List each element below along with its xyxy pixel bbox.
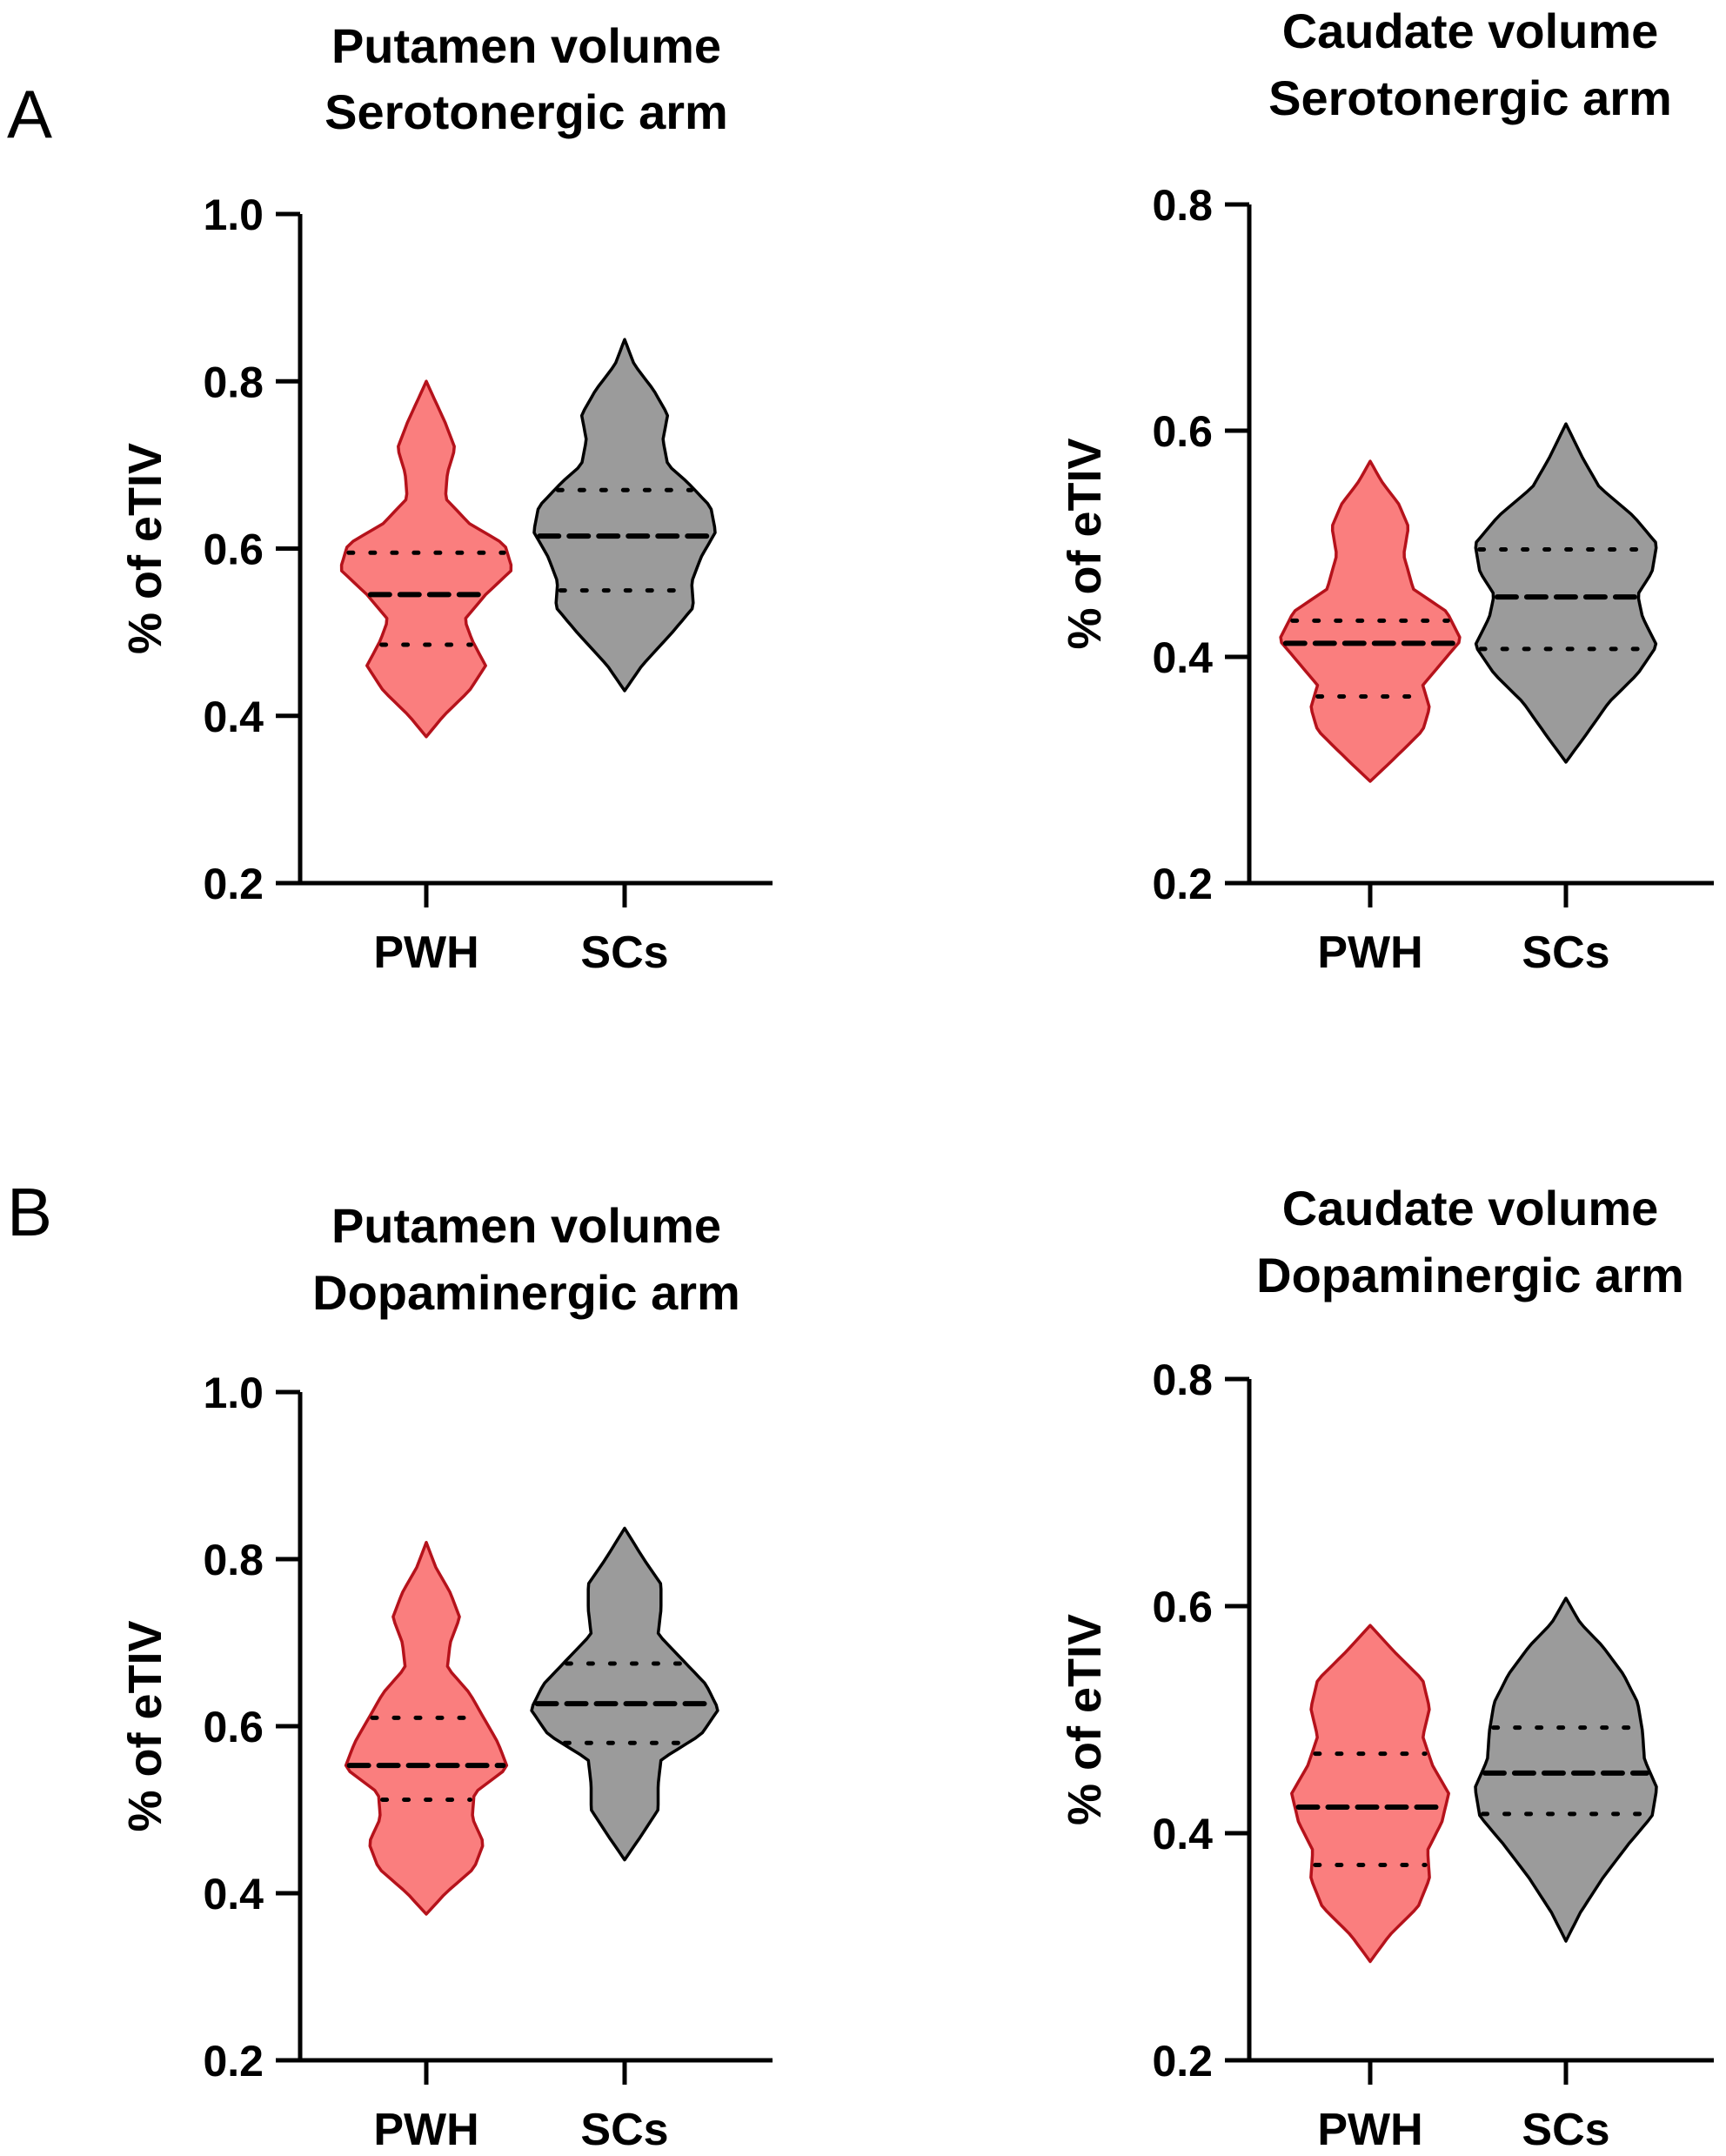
chart-title-line: Putamen volume [331,1198,721,1253]
chart-caudate-serotonergic: Caudate volume Serotonergic arm % of eTIV 0… [1059,3,1714,978]
y-tick-label: 0.8 [203,358,264,406]
y-tick-label: 0.2 [1152,2037,1213,2086]
y-axis-label: % of eTIV [1059,438,1111,649]
x-tick-label: PWH [1317,927,1422,978]
y-tick-label: 0.8 [1152,1356,1213,1404]
x-tick-label: PWH [373,927,478,978]
violin-pwh [1279,459,1462,783]
chart-title-line: Putamen volume [331,18,721,73]
y-tick-label: 0.8 [203,1536,264,1584]
y-axis-label: % of eTIV [119,1620,171,1831]
y-tick-label: 0.2 [203,860,264,908]
violin-pwh [1290,1624,1450,1964]
y-axis-label: % of eTIV [119,443,171,654]
panel-label-b: B [7,1174,52,1250]
y-tick-label: 0.6 [203,1703,264,1751]
y-tick-label: 0.2 [203,2037,264,2086]
chart-title-line: Serotonergic arm [324,84,728,139]
y-tick-label: 0.6 [203,526,264,574]
chart-title-line: Serotonergic arm [1268,70,1672,125]
violin-pwh [339,379,513,739]
chart-putamen-serotonergic: Putamen volume Serotonergic arm % of eTIV 0… [119,18,773,978]
x-tick-label: SCs [580,927,668,978]
y-tick-label: 0.4 [203,693,264,741]
x-tick-label: SCs [580,2105,668,2155]
y-tick-label: 0.6 [1152,407,1213,456]
violin-scs [530,1526,719,1862]
y-axis-label: % of eTIV [1059,1614,1111,1825]
x-tick-label: SCs [1522,2105,1609,2155]
chart-title-line: Caudate volume [1282,3,1659,58]
x-tick-label: PWH [1317,2105,1422,2155]
violin-scs [532,338,717,693]
y-tick-label: 0.4 [203,1870,264,1918]
y-tick-label: 0.2 [1152,860,1213,908]
violin-scs [1474,422,1658,764]
y-tick-label: 0.6 [1152,1583,1213,1631]
chart-caudate-dopaminergic: Caudate volume Dopaminergic arm % of eTIV 0… [1059,1181,1714,2155]
chart-putamen-dopaminergic: Putamen volume Dopaminergic arm % of eTIV 0… [119,1198,773,2155]
violin-pwh [344,1541,509,1916]
y-tick-label: 0.4 [1152,633,1213,682]
y-tick-label: 0.4 [1152,1810,1213,1858]
chart-title-line: Caudate volume [1282,1181,1659,1235]
x-tick-label: PWH [373,2105,478,2155]
y-tick-label: 1.0 [203,191,264,239]
y-tick-label: 0.8 [1152,181,1213,230]
x-tick-label: SCs [1522,927,1609,978]
chart-title-line: Dopaminergic arm [312,1265,740,1320]
chart-title-line: Dopaminergic arm [1256,1248,1684,1302]
violin-scs [1474,1597,1658,1943]
panel-label-a: A [7,76,52,152]
y-tick-label: 1.0 [203,1369,264,1417]
